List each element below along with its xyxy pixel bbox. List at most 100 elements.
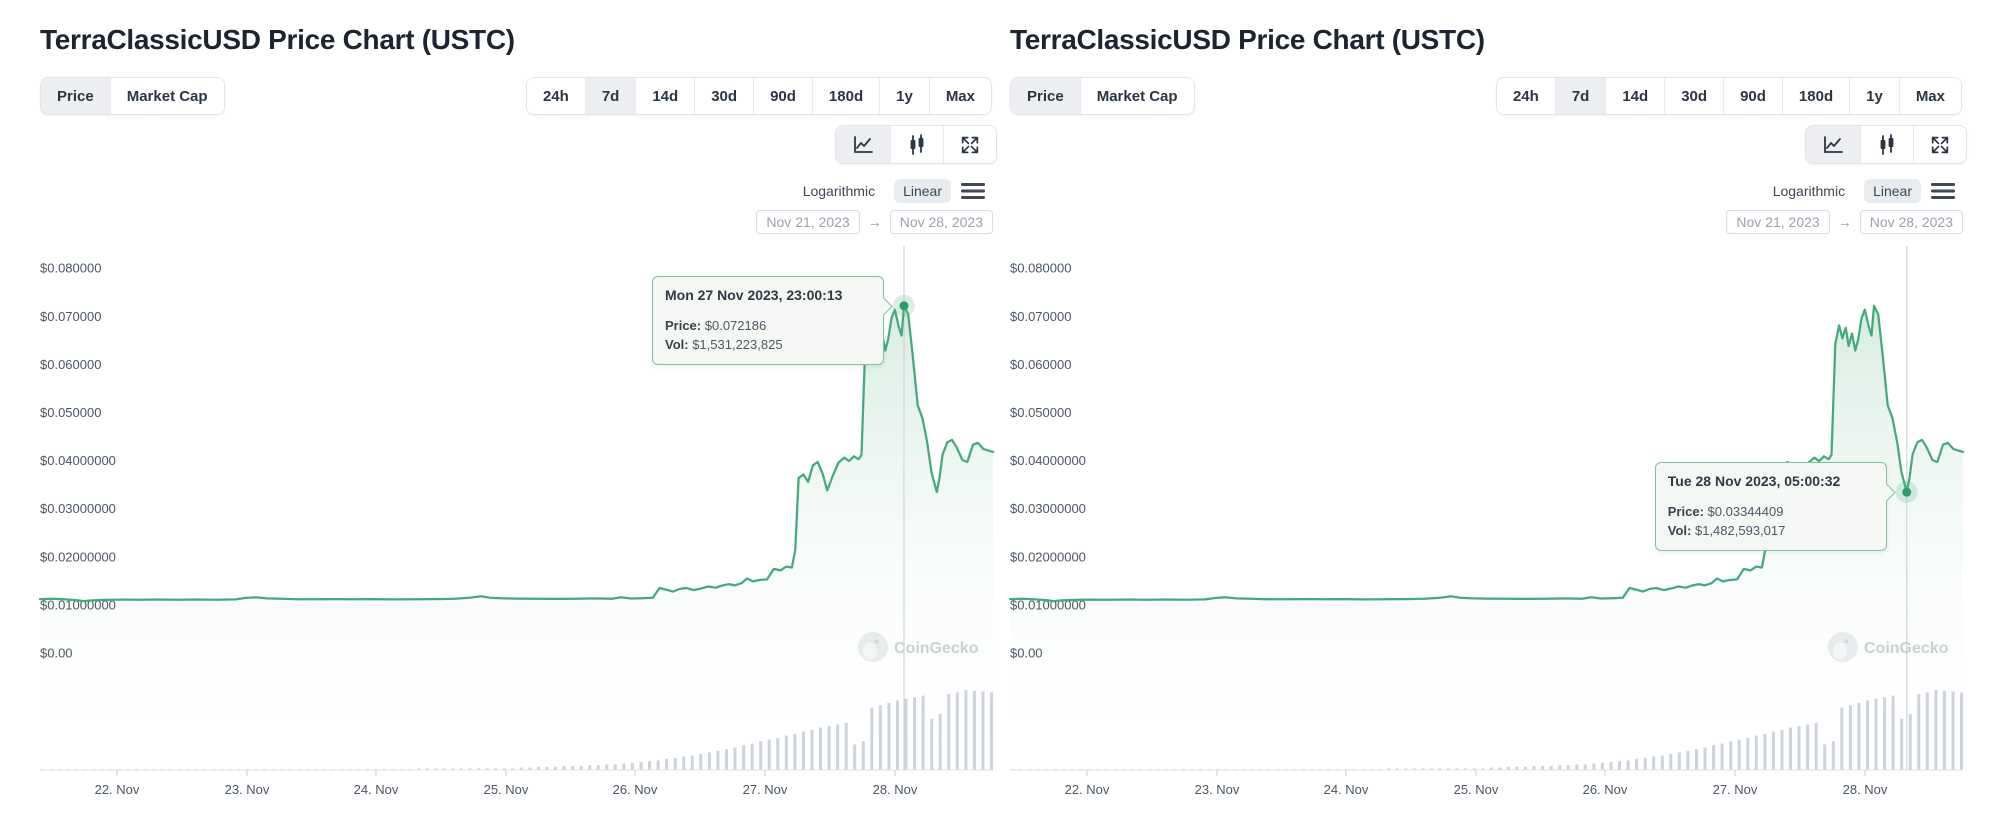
scale-logarithmic[interactable]: Logarithmic [802, 183, 876, 199]
time-range-selector: 24h 7d 14d 30d 90d 180d 1y Max [1495, 77, 1962, 115]
volume-bars [41, 690, 993, 770]
x-tick-label: 27. Nov [1713, 782, 1758, 797]
x-tick-label: 28. Nov [873, 782, 918, 797]
x-axis: 22. Nov 23. Nov 24. Nov 25. Nov 26. Nov 27. N… [40, 769, 993, 797]
y-axis-labels: $0.080000 $0.070000 $0.060000 $0.050000 $0.0… [1010, 261, 1086, 661]
crosshair-dot [899, 301, 909, 311]
x-tick-label: 25. Nov [484, 782, 529, 797]
range-90d[interactable]: 90d [754, 78, 813, 114]
range-180d[interactable]: 180d [1782, 78, 1851, 114]
chart-type-selector [1805, 125, 1967, 164]
tab-price[interactable]: Price [41, 78, 111, 114]
price-marketcap-toggle: Price Market Cap [1010, 77, 1195, 115]
chart-panel-right: TerraClassicUSD Price Chart (USTC) Price… [1008, 0, 1967, 826]
tab-market-cap[interactable]: Market Cap [1080, 78, 1194, 114]
fullscreen-icon-button[interactable] [944, 126, 996, 163]
scale-selector: Logarithmic Linear [1764, 179, 1955, 203]
y-tick-label: $0.080000 [40, 261, 101, 276]
time-range-selector: 24h 7d 14d 30d 90d 180d 1y Max [525, 77, 992, 115]
x-tick-label: 27. Nov [743, 782, 788, 797]
price-area [40, 305, 993, 770]
y-tick-label: $0.03000000 [40, 501, 116, 516]
y-tick-label: $0.03000000 [1010, 501, 1086, 516]
tab-price[interactable]: Price [1011, 78, 1081, 114]
line-chart-icon [851, 134, 875, 156]
y-tick-label: $0.00 [40, 646, 73, 661]
range-90d[interactable]: 90d [1724, 78, 1783, 114]
range-24h[interactable]: 24h [526, 78, 586, 114]
scale-logarithmic[interactable]: Logarithmic [1772, 183, 1846, 199]
x-tick-label: 25. Nov [1454, 782, 1499, 797]
date-range-row: Nov 21, 2023 → Nov 28, 2023 [1726, 210, 1963, 234]
price-line [1008, 304, 1965, 603]
y-tick-label: $0.060000 [1010, 357, 1071, 372]
y-tick-label: $0.04000000 [1010, 453, 1086, 468]
x-tick-label: 24. Nov [1324, 782, 1369, 797]
range-7d[interactable]: 7d [1555, 78, 1607, 114]
x-tick-label: 26. Nov [1583, 782, 1628, 797]
page-title: TerraClassicUSD Price Chart (USTC) [1010, 24, 1485, 55]
fullscreen-icon [959, 134, 981, 156]
crosshair-dot [1902, 487, 1912, 497]
page-title: TerraClassicUSD Price Chart (USTC) [40, 24, 515, 55]
menu-icon[interactable] [1931, 182, 1955, 200]
y-tick-label: $0.050000 [40, 405, 101, 420]
y-tick-label: $0.02000000 [40, 549, 116, 564]
fullscreen-icon [1929, 134, 1951, 156]
price-area [1010, 305, 1963, 770]
y-tick-label: $0.080000 [1010, 261, 1071, 276]
y-tick-label: $0.050000 [1010, 405, 1071, 420]
date-from-input[interactable]: Nov 21, 2023 [1726, 210, 1830, 234]
line-chart-icon-button[interactable] [1806, 126, 1861, 163]
candlestick-icon [906, 133, 928, 156]
scale-linear[interactable]: Linear [1864, 179, 1921, 203]
tab-market-cap[interactable]: Market Cap [110, 78, 224, 114]
candlestick-icon-button[interactable] [891, 126, 944, 163]
chart-type-selector [835, 125, 997, 164]
scale-selector: Logarithmic Linear [794, 179, 985, 203]
date-to-input[interactable]: Nov 28, 2023 [1859, 210, 1963, 234]
date-from-input[interactable]: Nov 21, 2023 [756, 210, 860, 234]
candlestick-icon-button[interactable] [1861, 126, 1914, 163]
range-24h[interactable]: 24h [1496, 78, 1556, 114]
range-1y[interactable]: 1y [1850, 78, 1900, 114]
menu-icon[interactable] [961, 182, 985, 200]
chart-panel-left: TerraClassicUSD Price Chart (USTC) Price… [38, 0, 997, 826]
x-axis: 22. Nov 23. Nov 24. Nov 25. Nov 26. Nov 27. N… [1010, 769, 1963, 797]
date-range-row: Nov 21, 2023 → Nov 28, 2023 [756, 210, 993, 234]
candlestick-icon [1876, 133, 1898, 156]
y-tick-label: $0.02000000 [1010, 549, 1086, 564]
y-axis-labels: $0.080000 $0.070000 $0.060000 $0.050000 $0.0… [40, 261, 116, 661]
date-range-arrow-icon: → [1837, 214, 1852, 230]
x-tick-label: 26. Nov [613, 782, 658, 797]
range-1y[interactable]: 1y [880, 78, 930, 114]
date-to-input[interactable]: Nov 28, 2023 [889, 210, 993, 234]
range-30d[interactable]: 30d [695, 78, 755, 114]
line-chart-icon-button[interactable] [836, 126, 891, 163]
range-14d[interactable]: 14d [636, 78, 696, 114]
y-tick-label: $0.060000 [40, 357, 101, 372]
line-chart-icon [1821, 134, 1845, 156]
x-tick-label: 24. Nov [354, 782, 399, 797]
x-tick-label: 23. Nov [1195, 782, 1240, 797]
scale-linear[interactable]: Linear [894, 179, 951, 203]
range-180d[interactable]: 180d [812, 78, 881, 114]
y-tick-label: $0.00 [1010, 646, 1043, 661]
x-tick-label: 22. Nov [95, 782, 140, 797]
x-tick-label: 28. Nov [1843, 782, 1888, 797]
range-30d[interactable]: 30d [1665, 78, 1725, 114]
range-max[interactable]: Max [929, 78, 991, 114]
range-7d[interactable]: 7d [585, 78, 637, 114]
y-tick-label: $0.070000 [1010, 309, 1071, 324]
range-max[interactable]: Max [1899, 78, 1961, 114]
range-14d[interactable]: 14d [1606, 78, 1666, 114]
fullscreen-icon-button[interactable] [1914, 126, 1966, 163]
x-tick-label: 23. Nov [225, 782, 270, 797]
y-tick-label: $0.070000 [40, 309, 101, 324]
x-tick-label: 22. Nov [1065, 782, 1110, 797]
price-marketcap-toggle: Price Market Cap [40, 77, 225, 115]
y-tick-label: $0.04000000 [40, 453, 116, 468]
